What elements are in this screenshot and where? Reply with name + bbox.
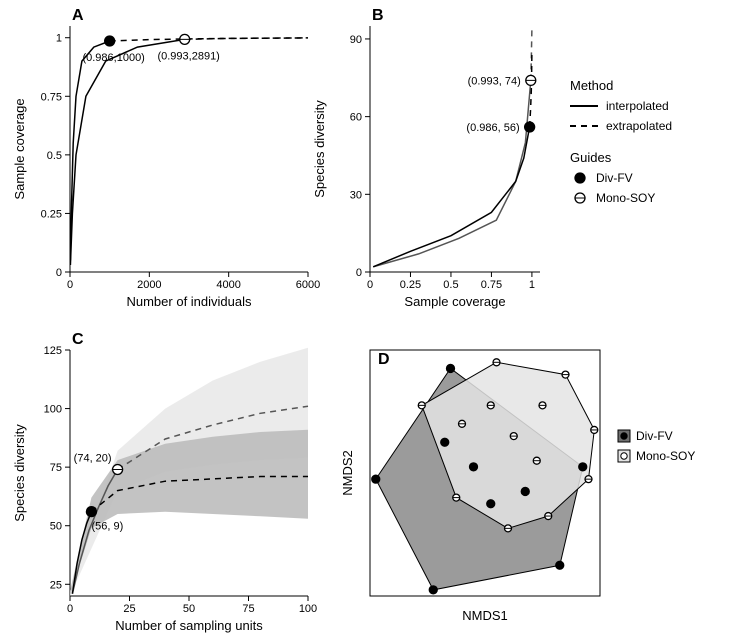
svg-text:0: 0 (67, 603, 73, 615)
svg-text:50: 50 (50, 521, 62, 533)
svg-text:(0.986, 56): (0.986, 56) (466, 122, 519, 134)
svg-text:1: 1 (529, 279, 535, 291)
svg-text:Mono-SOY: Mono-SOY (636, 449, 695, 463)
svg-text:0: 0 (67, 279, 73, 291)
xlabel: Number of sampling units (115, 618, 263, 633)
svg-text:0.5: 0.5 (443, 279, 458, 291)
svg-text:NMDS2: NMDS2 (340, 450, 355, 496)
svg-text:(0.993, 74): (0.993, 74) (468, 75, 521, 87)
panel-C: 0 25 50 75 100 25 50 75 100 125 Number of sampling… (12, 331, 317, 633)
panel-tag: B (372, 7, 384, 24)
xlabel: Sample coverage (404, 294, 505, 309)
svg-text:75: 75 (242, 603, 254, 615)
svg-text:NMDS1: NMDS1 (462, 608, 508, 623)
svg-text:100: 100 (44, 404, 62, 416)
svg-text:2000: 2000 (137, 279, 161, 291)
svg-text:0: 0 (356, 267, 362, 279)
svg-text:0.5: 0.5 (47, 150, 62, 162)
svg-text:30: 30 (350, 189, 362, 201)
svg-text:100: 100 (299, 603, 317, 615)
svg-text:Method: Method (570, 78, 613, 93)
svg-text:(56, 9): (56, 9) (92, 521, 124, 533)
panel-tag: C (72, 331, 84, 348)
svg-text:(74, 20): (74, 20) (74, 452, 112, 464)
svg-text:75: 75 (50, 462, 62, 474)
ylabel: Species diversity (312, 100, 327, 198)
ylabel: Species diversity (12, 424, 27, 522)
legend-right: Method interpolated extrapolated Guides Div-… (570, 78, 672, 205)
legend-D: Div-FV Mono-SOY (618, 429, 695, 463)
svg-text:0: 0 (56, 267, 62, 279)
svg-text:60: 60 (350, 112, 362, 124)
svg-text:90: 90 (350, 34, 362, 46)
panel-D: NMDS1 NMDS2 D (340, 350, 600, 623)
svg-text:Div-FV: Div-FV (596, 171, 633, 185)
svg-text:0.25: 0.25 (400, 279, 421, 291)
svg-text:(0.986,1000): (0.986,1000) (82, 52, 144, 64)
svg-text:0.75: 0.75 (481, 279, 502, 291)
svg-text:125: 125 (44, 345, 62, 357)
svg-text:0.25: 0.25 (41, 208, 62, 220)
ylabel: Sample coverage (12, 98, 27, 199)
svg-text:50: 50 (183, 603, 195, 615)
svg-text:6000: 6000 (296, 279, 320, 291)
svg-text:25: 25 (123, 603, 135, 615)
panel-tag: A (72, 7, 84, 24)
svg-text:25: 25 (50, 579, 62, 591)
svg-text:Div-FV: Div-FV (636, 429, 673, 443)
svg-text:extrapolated: extrapolated (606, 119, 672, 133)
xlabel: Number of individuals (126, 294, 252, 309)
panel-B: 0 0.25 0.5 0.75 1 0 30 60 90 Sample coverage Speci… (312, 7, 540, 309)
svg-text:Guides: Guides (570, 150, 612, 165)
figure-svg: 020004000600000.250.50.751Number of indi… (0, 0, 736, 636)
svg-text:(0.993,2891): (0.993,2891) (157, 50, 219, 62)
panel-A: 0 2000 4000 6000 0 0.25 0.5 0.75 1 Number of indi… (12, 7, 320, 309)
svg-text:4000: 4000 (216, 279, 240, 291)
svg-text:1: 1 (56, 33, 62, 45)
svg-text:0: 0 (367, 279, 373, 291)
svg-text:Mono-SOY: Mono-SOY (596, 191, 655, 205)
svg-text:0.75: 0.75 (41, 91, 62, 103)
svg-text:D: D (378, 351, 390, 368)
svg-text:interpolated: interpolated (606, 99, 669, 113)
